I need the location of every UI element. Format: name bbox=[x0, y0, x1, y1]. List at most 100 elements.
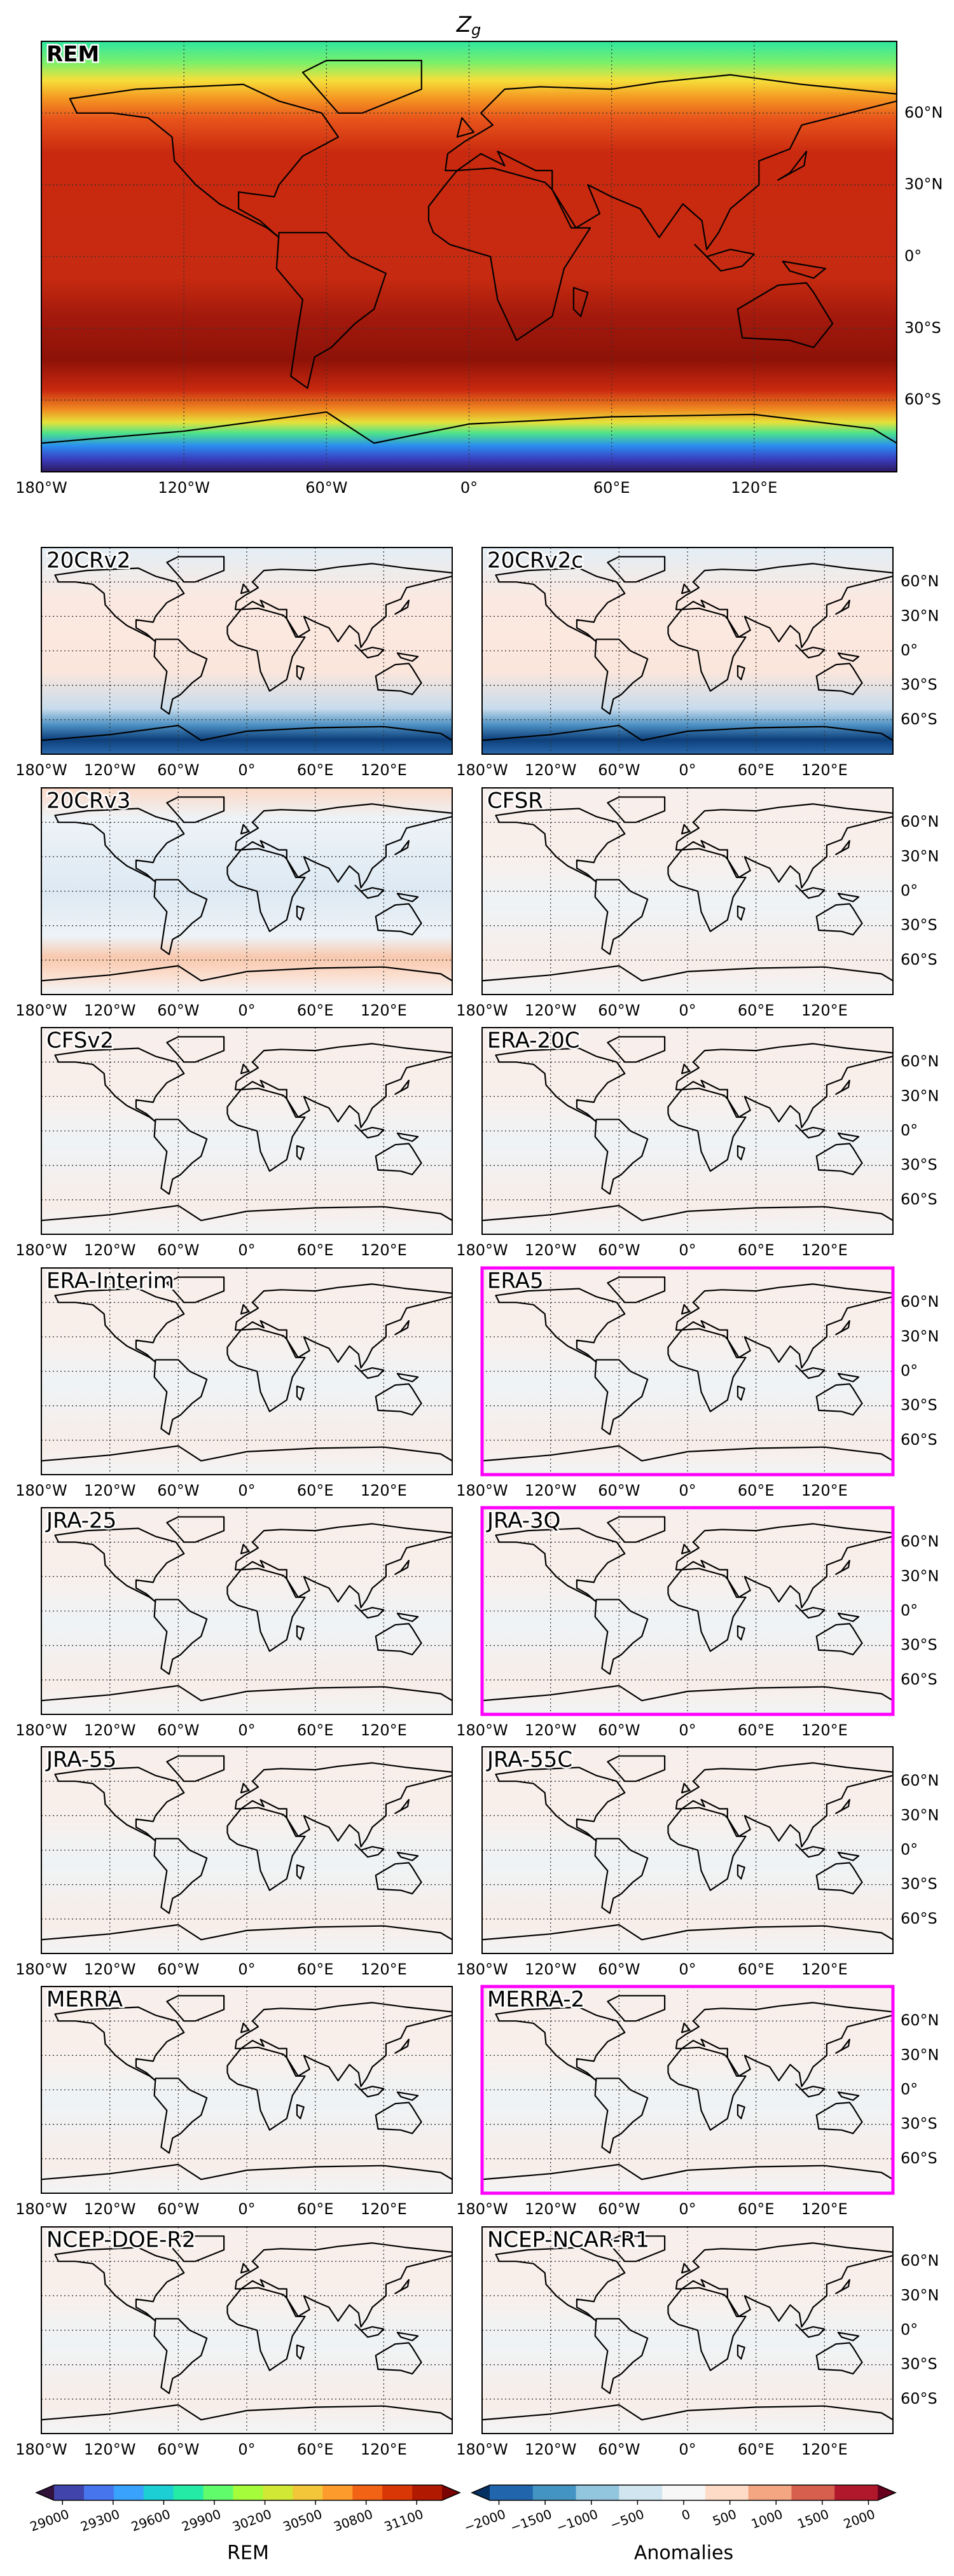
panel-label: JRA-55C bbox=[486, 1747, 572, 1773]
map-frame bbox=[481, 1746, 894, 1954]
longitude-label: 60°W bbox=[598, 1960, 640, 1978]
longitude-label: 180°W bbox=[15, 1241, 67, 1259]
colorbar-tick-label: 29000 bbox=[28, 2506, 71, 2534]
map-panel: 20CRv3 180°W 120°W 60°W 0° 60°E 120°E bbox=[15, 787, 453, 1019]
latitude-label: 60°N bbox=[901, 1772, 939, 1789]
map-frame bbox=[41, 787, 453, 995]
longitude-label: 120°W bbox=[84, 1960, 136, 1978]
longitude-label: 60°W bbox=[157, 1960, 199, 1978]
longitude-label: 60°W bbox=[157, 1482, 199, 1499]
longitude-label: 60°E bbox=[297, 761, 334, 779]
longitude-label: 0° bbox=[679, 2200, 696, 2218]
longitude-label: 180°W bbox=[15, 479, 67, 497]
longitude-label: 0° bbox=[679, 1482, 696, 1499]
map-frame bbox=[41, 1746, 453, 1954]
colorbar-step bbox=[412, 2485, 443, 2500]
map-frame bbox=[481, 2226, 894, 2434]
latitude-label: 60°S bbox=[901, 2149, 937, 2167]
panel-label: 20CRv3 bbox=[46, 789, 130, 814]
longitude-label: 120°E bbox=[801, 1002, 848, 1019]
colorbar: 29000 29300 29600 29900 30200 30500 30800 31100… bbox=[28, 2484, 461, 2565]
longitude-label: 120°E bbox=[801, 1960, 848, 1978]
latitude-label: 30°S bbox=[901, 2115, 937, 2133]
panel-label: 20CRv2c bbox=[487, 548, 583, 574]
colorbar-tick-label: 30200 bbox=[230, 2506, 273, 2534]
colorbar-step bbox=[352, 2485, 383, 2500]
colorbar-step bbox=[382, 2485, 413, 2500]
longitude-label: 120°E bbox=[361, 761, 407, 779]
colorbar-extend-high bbox=[878, 2485, 895, 2500]
longitude-label: 120°W bbox=[525, 2200, 577, 2218]
colorbar-tick-label: 1000 bbox=[749, 2506, 785, 2531]
longitude-label: 120°W bbox=[84, 1482, 136, 1499]
longitude-label: 60°W bbox=[157, 761, 199, 779]
map-panel: 20CRv2 180°W 120°W 60°W 0° 60°E 120°E bbox=[15, 546, 453, 779]
latitude-label: 0° bbox=[904, 247, 922, 265]
panel-label: JRA-25 bbox=[45, 1508, 116, 1534]
longitude-label: 60°E bbox=[738, 1960, 775, 1978]
longitude-label: 0° bbox=[238, 2441, 255, 2458]
latitude-label: 60°S bbox=[904, 390, 941, 408]
colorbar-tick-label: 29600 bbox=[129, 2506, 172, 2534]
map-frame bbox=[41, 41, 897, 472]
longitude-label: 180°W bbox=[456, 1241, 508, 1259]
longitude-label: 180°W bbox=[15, 761, 67, 779]
longitude-label: 60°E bbox=[593, 479, 630, 497]
map-panel: MERRA-2 180°W 120°W 60°W 0° 60°E 120°E 60°N 30°N… bbox=[456, 1985, 939, 2218]
latitude-label: 60°N bbox=[901, 1052, 939, 1070]
longitude-label: 120°W bbox=[84, 1002, 136, 1019]
longitude-label: 0° bbox=[238, 1721, 255, 1739]
longitude-label: 0° bbox=[238, 1002, 255, 1019]
latitude-label: 30°S bbox=[904, 319, 941, 336]
latitude-label: 30°N bbox=[901, 1806, 939, 1824]
longitude-label: 60°W bbox=[157, 2441, 199, 2458]
longitude-label: 120°E bbox=[801, 1241, 848, 1259]
longitude-label: 180°W bbox=[15, 2441, 67, 2458]
longitude-label: 0° bbox=[238, 761, 255, 779]
colorbar-outline bbox=[35, 2484, 461, 2501]
colorbar-step bbox=[113, 2485, 144, 2500]
colorbar-step bbox=[322, 2485, 353, 2500]
longitude-label: 120°E bbox=[361, 1960, 407, 1978]
latitude-label: 30°S bbox=[901, 2355, 937, 2373]
longitude-label: 120°E bbox=[361, 1482, 407, 1499]
longitude-label: 60°E bbox=[297, 1482, 334, 1499]
longitude-label: 180°W bbox=[15, 1002, 67, 1019]
colorbar-step bbox=[54, 2485, 85, 2500]
map-panel: JRA-3Q 180°W 120°W 60°W 0° 60°E 120°E 60°N 30°N 0… bbox=[456, 1506, 939, 1739]
latitude-label: 30°N bbox=[901, 1327, 939, 1345]
map-panel: 20CRv2c 180°W 120°W 60°W 0° 60°E 120°E 60°N 30°N… bbox=[456, 546, 939, 779]
longitude-label: 120°E bbox=[801, 2441, 848, 2458]
longitude-label: 60°W bbox=[305, 479, 347, 497]
longitude-label: 60°E bbox=[297, 2200, 334, 2218]
longitude-label: 120°E bbox=[801, 1721, 848, 1739]
colorbar-step bbox=[203, 2485, 234, 2500]
longitude-label: 0° bbox=[238, 2200, 255, 2218]
latitude-label: 30°N bbox=[901, 1567, 939, 1585]
longitude-label: 60°E bbox=[297, 1721, 334, 1739]
longitude-label: 60°W bbox=[598, 1482, 640, 1499]
colorbar-tick-label: 30800 bbox=[331, 2506, 375, 2534]
longitude-label: 60°E bbox=[738, 1241, 775, 1259]
latitude-label: 60°S bbox=[901, 2390, 937, 2407]
latitude-label: 30°N bbox=[901, 2046, 939, 2063]
colorbar-tick-label: 30500 bbox=[281, 2506, 324, 2534]
longitude-label: 180°W bbox=[456, 761, 508, 779]
map-panel: REM 180°W 120°W 60°W 0° 60°E 120°E 60°N 30°N 0° 30… bbox=[15, 40, 943, 497]
longitude-label: 120°W bbox=[525, 2441, 577, 2458]
longitude-label: 120°W bbox=[525, 1482, 577, 1499]
colorbar-step bbox=[173, 2485, 204, 2500]
colorbar-extend-low bbox=[472, 2485, 490, 2500]
longitude-label: 120°W bbox=[525, 1002, 577, 1019]
longitude-label: 60°W bbox=[157, 1002, 199, 1019]
longitude-label: 60°E bbox=[297, 1241, 334, 1259]
longitude-label: 120°W bbox=[525, 1241, 577, 1259]
latitude-label: 0° bbox=[901, 2321, 918, 2339]
longitude-label: 0° bbox=[679, 1241, 696, 1259]
longitude-label: 0° bbox=[679, 761, 696, 779]
latitude-label: 60°N bbox=[901, 2252, 939, 2269]
latitude-label: 60°N bbox=[901, 1533, 939, 1550]
longitude-label: 60°E bbox=[738, 1721, 775, 1739]
longitude-label: 120°W bbox=[84, 1721, 136, 1739]
